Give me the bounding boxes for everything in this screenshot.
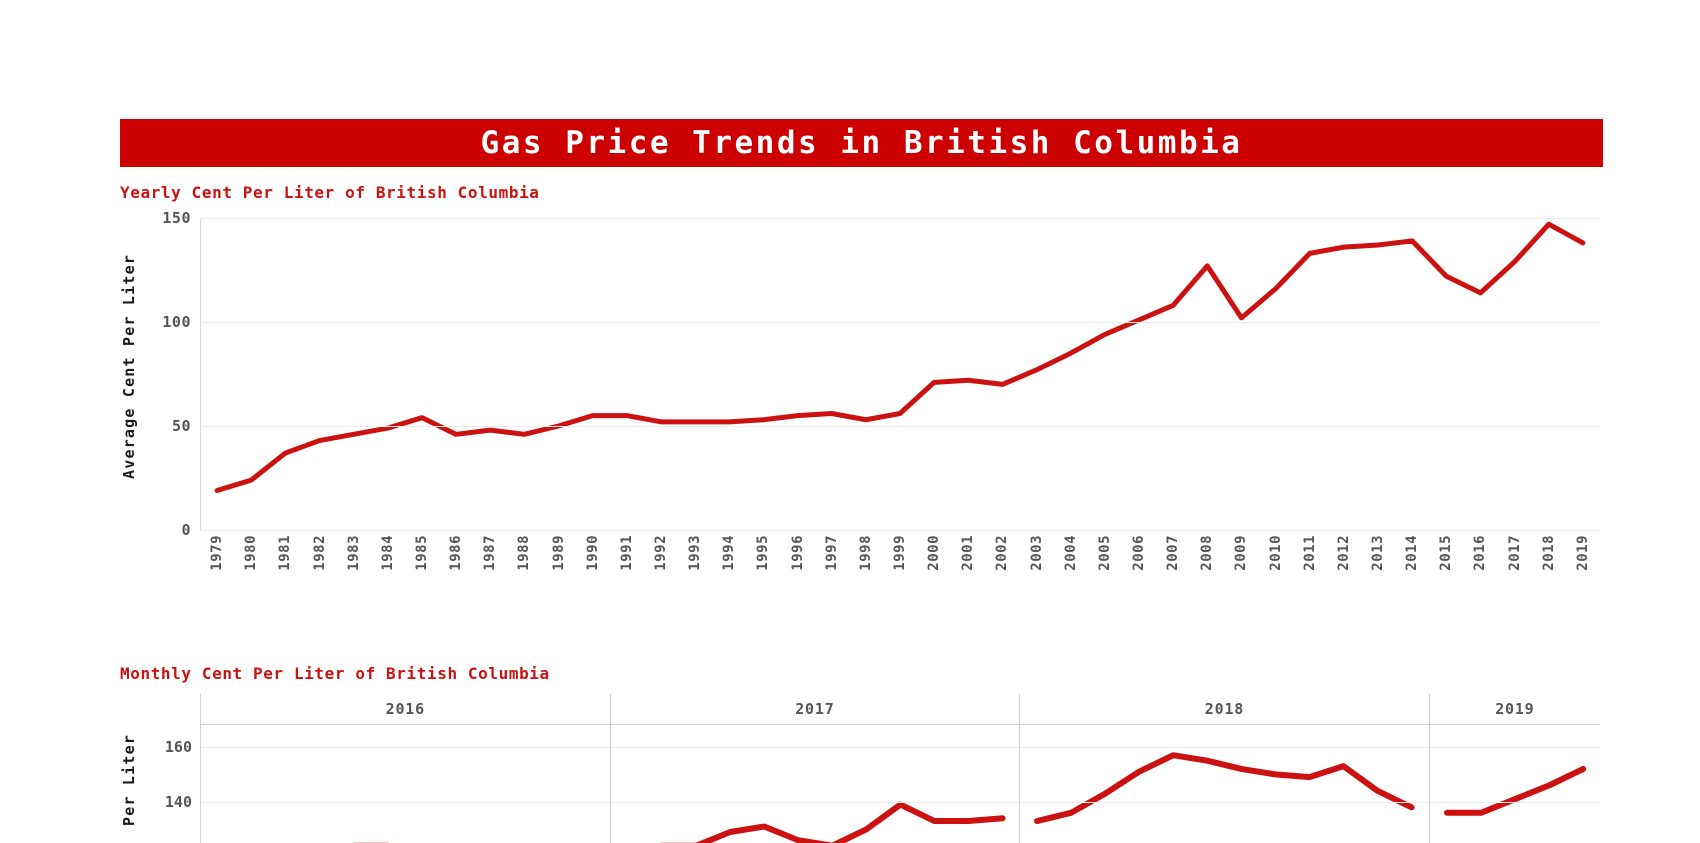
monthly-year-panel: 2019 bbox=[1428, 694, 1600, 843]
gridline bbox=[610, 801, 1020, 803]
monthly-panel-year-label: 2019 bbox=[1495, 700, 1535, 718]
yearly-series-line bbox=[214, 221, 1586, 493]
x-axis-tick-label: 2019 bbox=[1574, 535, 1591, 571]
panel-header-divider bbox=[201, 724, 610, 725]
x-axis-tick-label: 1985 bbox=[413, 535, 430, 571]
monthly-panel-year-label: 2017 bbox=[795, 700, 835, 718]
y-axis-tick-label: 140 bbox=[164, 792, 192, 811]
x-axis-tick-label: 2012 bbox=[1335, 535, 1352, 571]
gridline bbox=[1429, 801, 1600, 803]
monthly-plot-area bbox=[610, 725, 1020, 843]
monthly-panel-year-label: 2016 bbox=[385, 700, 425, 718]
gridline bbox=[200, 218, 1600, 219]
yearly-y-axis-title: Average Cent Per Liter bbox=[120, 253, 138, 479]
x-axis-tick-label: 2007 bbox=[1165, 535, 1182, 571]
x-axis-tick-label: 2016 bbox=[1472, 535, 1489, 571]
x-axis-tick-label: 1989 bbox=[550, 535, 567, 571]
page-title: Gas Price Trends in British Columbia bbox=[480, 125, 1243, 161]
monthly-year-panel: 2017 bbox=[609, 694, 1020, 843]
gridline bbox=[1020, 801, 1429, 803]
yearly-section-subtitle: Yearly Cent Per Liter of British Columbi… bbox=[120, 183, 540, 202]
monthly-plot-area bbox=[1429, 725, 1600, 843]
x-axis-tick-label: 1992 bbox=[652, 535, 669, 571]
x-axis-tick-label: 2015 bbox=[1438, 535, 1455, 571]
x-axis-tick-label: 1995 bbox=[755, 535, 772, 571]
monthly-series-line bbox=[1020, 725, 1429, 843]
y-axis-tick-label: 50 bbox=[171, 417, 191, 435]
gridline bbox=[1429, 746, 1600, 748]
x-axis-tick-label: 2017 bbox=[1506, 535, 1523, 571]
yearly-plot-area: 0 50 100 150 bbox=[162, 209, 1600, 539]
x-axis-tick-label: 2018 bbox=[1540, 535, 1557, 571]
x-axis-tick-label: 2013 bbox=[1370, 535, 1387, 571]
x-axis-tick-label: 1983 bbox=[345, 535, 362, 571]
panel-header-divider bbox=[1429, 724, 1600, 725]
y-axis-tick-label: 100 bbox=[162, 313, 191, 331]
monthly-year-panel: 2018 bbox=[1019, 694, 1429, 843]
yearly-line-chart: Average Cent Per Liter 0 50 100 150 1979 198… bbox=[120, 209, 1603, 595]
x-axis-tick-label: 2004 bbox=[1062, 535, 1079, 571]
monthly-series-line bbox=[1430, 725, 1600, 843]
page-title-banner: Gas Price Trends in British Columbia bbox=[120, 119, 1603, 167]
x-axis-tick-label: 1990 bbox=[584, 535, 601, 571]
gridline bbox=[200, 322, 1600, 323]
panel-header-divider bbox=[1020, 724, 1429, 725]
x-axis-tick-label: 2005 bbox=[1096, 535, 1113, 571]
x-axis-tick-label: 1991 bbox=[618, 535, 635, 571]
y-axis-tick-label: 150 bbox=[162, 209, 191, 227]
x-axis-tick-label: 2010 bbox=[1267, 535, 1284, 571]
monthly-year-panel: 2016 140 160 bbox=[165, 694, 610, 843]
gridline bbox=[200, 426, 1600, 427]
gridline bbox=[1020, 746, 1429, 748]
monthly-series-line bbox=[201, 725, 610, 843]
y-axis-tick-label: 0 bbox=[181, 521, 191, 539]
x-axis-tick-label: 2014 bbox=[1404, 535, 1421, 571]
x-axis-tick-label: 1987 bbox=[482, 535, 499, 571]
gridline bbox=[201, 801, 610, 803]
x-axis-tick-label: 1982 bbox=[311, 535, 328, 571]
x-axis-tick-label: 1996 bbox=[789, 535, 806, 571]
x-axis-tick-label: 1988 bbox=[516, 535, 533, 571]
monthly-y-axis-title: Per Liter bbox=[120, 733, 138, 827]
yearly-y-axis-spine bbox=[200, 218, 201, 530]
x-axis-tick-label: 2000 bbox=[926, 535, 943, 571]
x-axis-tick-label: 1980 bbox=[243, 535, 260, 571]
x-axis-tick-label: 2008 bbox=[1199, 535, 1216, 571]
monthly-line-chart: Per Liter 2016 140 160 2017 2018 2019 bbox=[120, 694, 1603, 843]
y-axis-tick-label: 160 bbox=[164, 737, 192, 756]
x-axis-tick-label: 1986 bbox=[448, 535, 465, 571]
x-axis-tick-label: 1979 bbox=[209, 535, 226, 571]
x-axis-tick-label: 1984 bbox=[379, 535, 396, 571]
x-axis-tick-label: 2011 bbox=[1301, 535, 1318, 571]
x-axis-tick-label: 1997 bbox=[823, 535, 840, 571]
monthly-panel-row: 2016 140 160 2017 2018 2019 bbox=[165, 694, 1600, 843]
x-axis-tick-label: 1998 bbox=[857, 535, 874, 571]
x-axis-tick-label: 1999 bbox=[892, 535, 908, 571]
monthly-plot-area bbox=[1020, 725, 1429, 843]
x-axis-tick-label: 2006 bbox=[1131, 535, 1148, 571]
monthly-section-subtitle: Monthly Cent Per Liter of British Columb… bbox=[120, 664, 550, 683]
monthly-series-line bbox=[611, 725, 1020, 843]
monthly-plot-area: 140 160 bbox=[165, 725, 610, 843]
x-axis-tick-label: 2002 bbox=[994, 535, 1011, 571]
x-axis-tick-label: 1994 bbox=[721, 535, 738, 571]
x-axis-tick-label: 1993 bbox=[687, 535, 704, 571]
monthly-panel-year-label: 2018 bbox=[1204, 700, 1245, 718]
gridline bbox=[200, 530, 1600, 531]
x-axis-tick-label: 2001 bbox=[960, 535, 977, 571]
gridline bbox=[201, 746, 610, 748]
panel-header-divider bbox=[610, 724, 1020, 725]
yearly-x-axis-ticks: 1979 1980 1981 1982 1983 1984 1985 1986 1987 1988… bbox=[200, 535, 1600, 595]
x-axis-tick-label: 2003 bbox=[1028, 535, 1045, 571]
x-axis-tick-label: 1981 bbox=[277, 535, 294, 571]
gridline bbox=[610, 746, 1020, 748]
x-axis-tick-label: 2009 bbox=[1233, 535, 1250, 571]
